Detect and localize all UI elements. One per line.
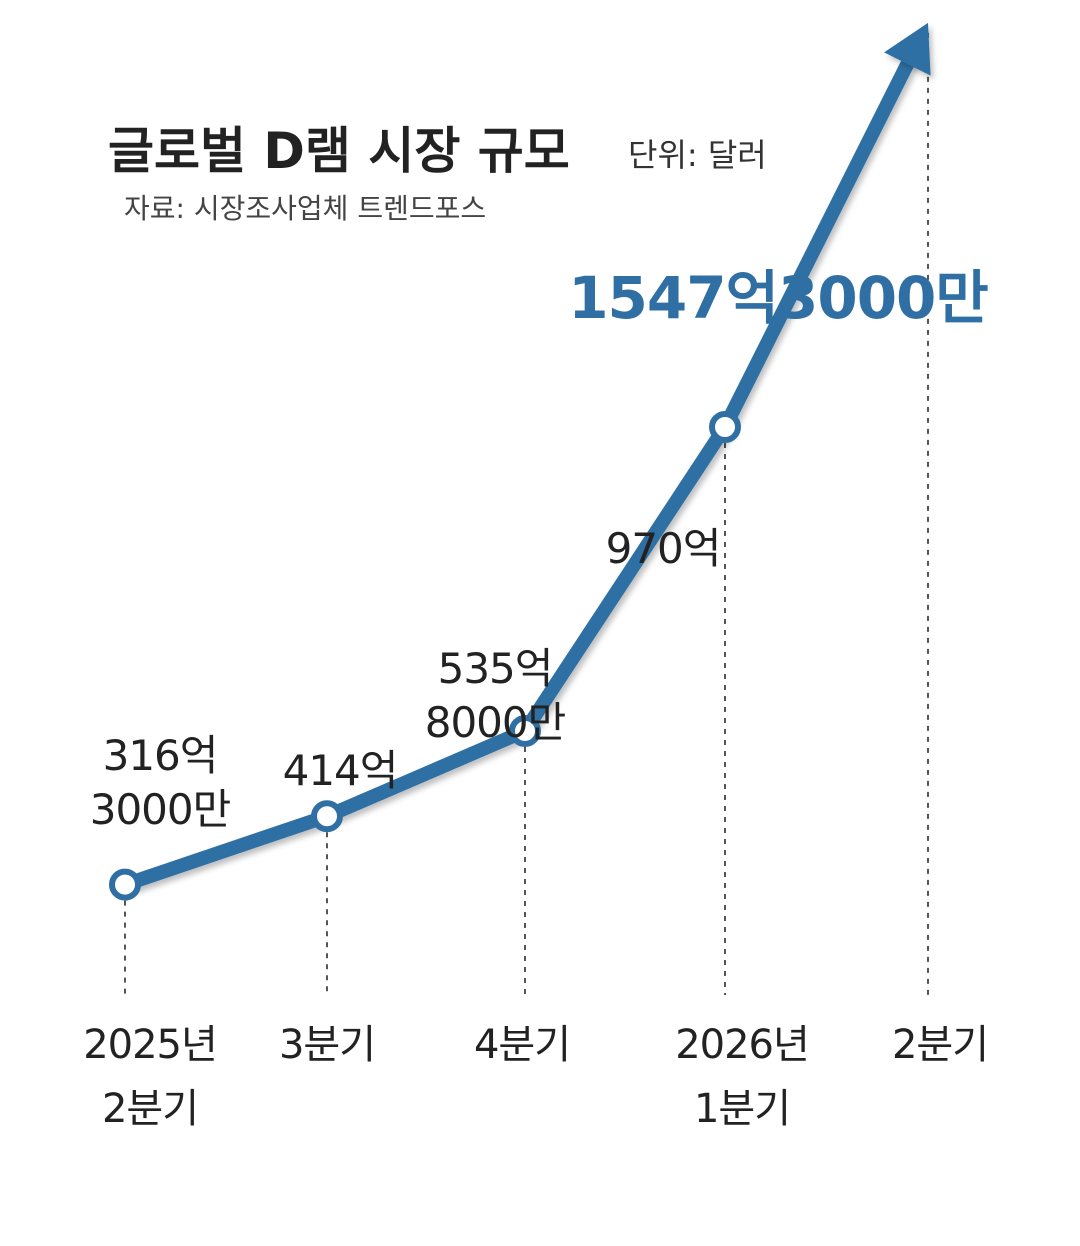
chart-title: 글로벌 D램 시장 규모: [108, 122, 570, 180]
data-label-3-line-0: 970억: [606, 524, 721, 573]
x-label-1-line-0: 3분기: [279, 1022, 375, 1068]
data-label-1-line-0: 414억: [283, 746, 398, 795]
x-label-0-line-1: 2분기: [102, 1086, 198, 1132]
data-label-4-line-0: 1547억3000만: [568, 264, 988, 332]
data-label-0-line-0: 316억: [103, 731, 218, 780]
data-labels: 316억 3000만 414억 535억 8000만 970억 1547억3000만: [90, 264, 990, 834]
series-arrowhead: [884, 22, 931, 76]
x-label-0-line-0: 2025년: [83, 1022, 217, 1068]
guide-lines: [124, 32, 929, 995]
x-label-3-line-1: 1분기: [694, 1086, 790, 1132]
x-label-2-line-0: 4분기: [474, 1022, 570, 1068]
data-point-3: [709, 411, 741, 443]
data-markers: [109, 411, 741, 901]
x-axis-labels: 2025년 2분기 3분기 4분기 2026년 1분기 2분기: [83, 1022, 989, 1132]
data-point-2: [509, 714, 541, 747]
data-label-0-line-1: 3000만: [90, 785, 231, 834]
data-point-0: [109, 868, 141, 901]
chart-unit: 단위: 달러: [628, 136, 767, 174]
data-label-2-line-1: 8000만: [425, 698, 566, 747]
x-label-3-line-0: 2026년: [675, 1022, 809, 1068]
data-point-1: [311, 800, 343, 833]
chart-source: 자료: 시장조사업체 트렌드포스: [124, 192, 486, 225]
series-line-path: [118, 51, 918, 892]
x-label-4-line-0: 2분기: [892, 1022, 988, 1068]
data-label-2-line-0: 535억: [438, 644, 553, 693]
